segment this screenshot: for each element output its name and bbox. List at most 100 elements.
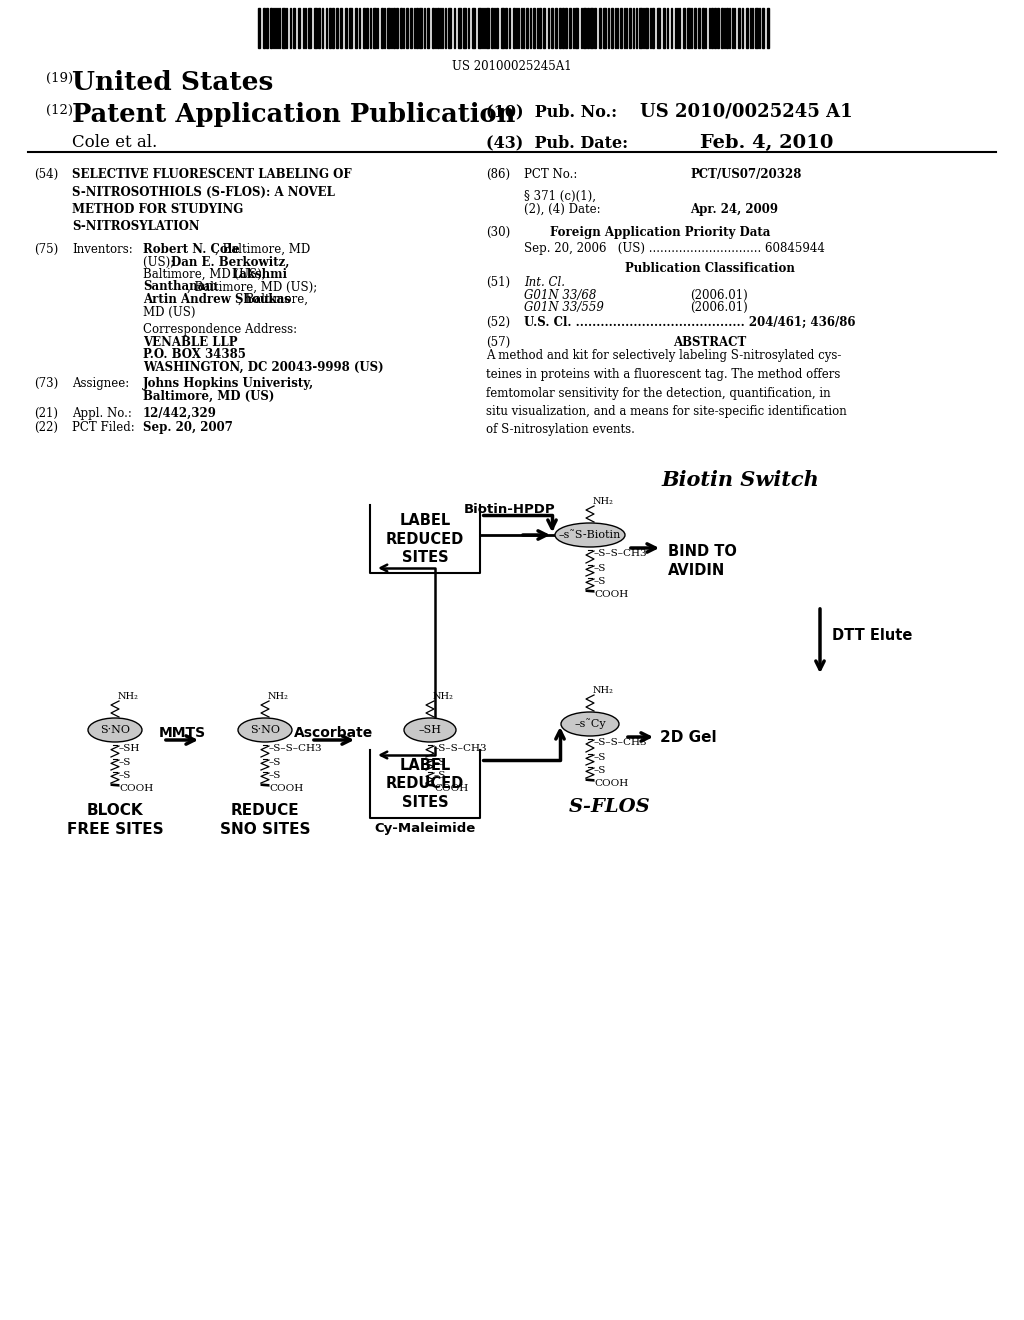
Text: BIND TO
AVIDIN: BIND TO AVIDIN (668, 544, 737, 578)
Bar (702, 8, 705, 48)
Text: –SH: –SH (419, 725, 441, 735)
Bar (329, 8, 331, 48)
Text: PCT Filed:: PCT Filed: (72, 421, 135, 434)
Text: P.O. BOX 34385: P.O. BOX 34385 (143, 348, 246, 362)
Bar (603, 8, 606, 48)
Bar (410, 8, 412, 48)
Bar (282, 8, 285, 48)
Text: (75): (75) (34, 243, 58, 256)
Bar (587, 8, 589, 48)
Bar (611, 8, 613, 48)
Bar (345, 8, 347, 48)
Text: –S: –S (119, 758, 131, 767)
Bar (594, 8, 596, 48)
Bar (762, 8, 764, 48)
Bar (539, 8, 541, 48)
Bar (366, 8, 368, 48)
Bar (565, 8, 567, 48)
Text: , Baltimore, MD: , Baltimore, MD (215, 243, 310, 256)
Text: Inventors:: Inventors: (72, 243, 133, 256)
Text: S·NO: S·NO (100, 725, 130, 735)
Bar (349, 8, 352, 48)
Bar (318, 8, 319, 48)
Bar (698, 8, 700, 48)
Text: US 20100025245A1: US 20100025245A1 (453, 59, 571, 73)
Text: –S: –S (119, 771, 131, 780)
Text: Apr. 24, 2009: Apr. 24, 2009 (690, 202, 778, 215)
Bar (575, 8, 578, 48)
Text: Baltimore, MD (US);: Baltimore, MD (US); (143, 268, 269, 281)
Text: (86): (86) (486, 168, 510, 181)
Bar (569, 8, 571, 48)
Text: –S–S–CH3: –S–S–CH3 (594, 549, 647, 558)
Text: Appl. No.:: Appl. No.: (72, 407, 132, 420)
Bar (270, 8, 272, 48)
Text: (52): (52) (486, 315, 510, 329)
Bar (258, 8, 260, 48)
Bar (645, 8, 648, 48)
Text: –SH: –SH (119, 744, 140, 752)
Bar (432, 8, 434, 48)
Ellipse shape (404, 718, 456, 742)
Text: U.S. Cl. ......................................... 204/461; 436/86: U.S. Cl. ...............................… (524, 315, 855, 329)
Bar (427, 8, 429, 48)
Ellipse shape (561, 711, 618, 737)
Text: COOH: COOH (434, 784, 468, 793)
Text: Feb. 4, 2010: Feb. 4, 2010 (700, 135, 834, 152)
Text: (22): (22) (34, 421, 58, 434)
Text: COOH: COOH (119, 784, 154, 793)
Text: Lakshmi: Lakshmi (231, 268, 287, 281)
Text: Baltimore, MD (US): Baltimore, MD (US) (143, 389, 274, 403)
Text: –S: –S (594, 564, 606, 573)
Text: (30): (30) (486, 226, 510, 239)
Bar (406, 8, 408, 48)
Bar (543, 8, 545, 48)
Text: NH₂: NH₂ (433, 692, 454, 701)
Text: (12): (12) (46, 104, 73, 117)
Bar (738, 8, 740, 48)
Bar (393, 8, 395, 48)
Text: NH₂: NH₂ (593, 686, 613, 696)
Bar (293, 8, 295, 48)
Bar (362, 8, 365, 48)
Bar (472, 8, 475, 48)
Text: WASHINGTON, DC 20043-9998 (US): WASHINGTON, DC 20043-9998 (US) (143, 360, 384, 374)
Text: –S: –S (594, 766, 606, 775)
Text: Robert N. Cole: Robert N. Cole (143, 243, 240, 256)
Text: –S: –S (594, 752, 606, 762)
Text: –s˜S-Biotin: –s˜S-Biotin (559, 531, 622, 540)
Text: A method and kit for selectively labeling S-nitrosylated cys-
teines in proteins: A method and kit for selectively labelin… (486, 350, 847, 437)
Text: LABEL
REDUCED
SITES: LABEL REDUCED SITES (386, 758, 464, 810)
Text: –S: –S (434, 771, 446, 780)
Bar (526, 8, 528, 48)
Bar (694, 8, 696, 48)
Text: Assignee:: Assignee: (72, 378, 129, 389)
Text: (2006.01): (2006.01) (690, 301, 748, 314)
Text: DTT Elute: DTT Elute (831, 628, 912, 644)
Text: MD (US): MD (US) (143, 305, 196, 318)
Text: COOH: COOH (269, 784, 303, 793)
Bar (314, 8, 317, 48)
Bar (437, 8, 439, 48)
Bar (478, 8, 481, 48)
Bar (746, 8, 748, 48)
Text: –S: –S (434, 758, 446, 767)
Text: NH₂: NH₂ (593, 498, 613, 506)
Bar (590, 8, 593, 48)
Text: S-FLOS: S-FLOS (569, 799, 651, 816)
Bar (559, 8, 561, 48)
Bar (449, 8, 451, 48)
Text: PCT No.:: PCT No.: (524, 168, 578, 181)
Text: SELECTIVE FLUORESCENT LABELING OF
S-NITROSOTHIOLS (S-FLOS): A NOVEL
METHOD FOR S: SELECTIVE FLUORESCENT LABELING OF S-NITR… (72, 168, 351, 234)
Bar (340, 8, 342, 48)
Text: United States: United States (72, 70, 273, 95)
Bar (726, 8, 728, 48)
Text: Publication Classification: Publication Classification (625, 261, 795, 275)
Bar (486, 8, 489, 48)
Bar (652, 8, 654, 48)
Text: Dan E. Berkowitz,: Dan E. Berkowitz, (171, 256, 290, 268)
Text: S·NO: S·NO (250, 725, 280, 735)
Bar (266, 8, 268, 48)
Text: –S: –S (269, 758, 282, 767)
Text: 12/442,329: 12/442,329 (143, 407, 217, 420)
